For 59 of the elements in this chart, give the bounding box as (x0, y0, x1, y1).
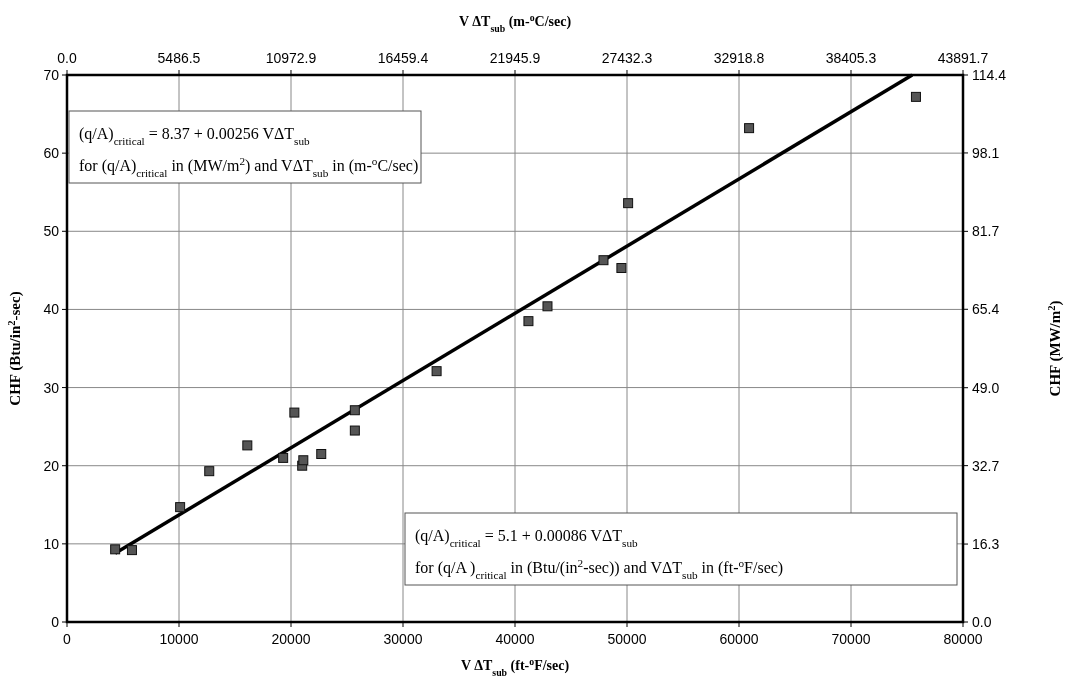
y2-tick-label: 49.0 (972, 379, 1000, 396)
y-tick-label: 70 (43, 67, 60, 83)
point (204, 466, 215, 477)
x2-tick-label: 38405.3 (825, 50, 877, 66)
point (110, 544, 121, 555)
text: for (q/A )$_{critical}$ in (Btu/(in$^{2}$-sec)) and VΔT$_{sub}$ in (ft-$^{o}$F/sec) (415, 557, 784, 581)
point (523, 316, 534, 327)
y2-tick-label: 0.0 (972, 614, 992, 630)
point (431, 366, 442, 377)
point (744, 123, 755, 134)
point (242, 440, 253, 451)
point (598, 255, 609, 266)
x2-tick-label: 27432.3 (601, 50, 653, 66)
point (349, 405, 360, 416)
y2-tick-label: 65.4 (972, 301, 1000, 318)
point (623, 198, 634, 209)
y2-tick-label: 81.7 (972, 223, 1000, 240)
y-tick-label: 20 (43, 457, 60, 474)
x-tick-label: 50000 (607, 631, 647, 647)
x-tick-label: 70000 (831, 631, 871, 647)
x2-axis-title: V ΔT$_{sub}$ (m-$^{o}$C/sec) (458, 11, 572, 34)
x2-tick-label: 5486.5 (157, 50, 201, 66)
x2-tick-label: 0.0 (57, 50, 77, 66)
x-tick-label: 10000 (159, 631, 199, 647)
x2-tick-label: 16459.4 (377, 50, 429, 66)
text: for (q/A)$_{critical}$ in (MW/m$^{2}$) and VΔT$_{sub}$ in (m-$^{o}$C/sec) (79, 155, 419, 179)
y-tick-label: 30 (43, 379, 60, 396)
x-tick-label: 0 (63, 631, 72, 647)
x2-tick-label: 32918.8 (713, 50, 765, 66)
y2-tick-label: 32.7 (972, 457, 1000, 474)
y-tick-label: 60 (43, 145, 60, 162)
point (126, 545, 137, 556)
x-tick-label: 80000 (943, 631, 983, 647)
x-tick-label: 60000 (719, 631, 759, 647)
y-tick-label: 40 (43, 301, 60, 318)
annotation: (q/A)$_{critical}$ = 5.1 + 0.00086 VΔT$_{sub}$ (415, 527, 639, 549)
y-tick-label: 10 (43, 535, 60, 552)
x-tick-label: 40000 (495, 631, 535, 647)
point (316, 448, 327, 459)
point (349, 425, 360, 436)
x2-tick-label: 10972.9 (265, 50, 317, 66)
y2-tick-label: 98.1 (972, 144, 1000, 161)
point (278, 452, 289, 463)
y-tick-label: 50 (43, 223, 60, 240)
y2-tick-label: 114.4 (972, 67, 1007, 83)
y-tick-label: 0 (51, 614, 60, 630)
point (910, 91, 921, 102)
point (542, 301, 553, 312)
x2-tick-label: 21945.9 (489, 50, 541, 66)
point (289, 407, 300, 418)
x-tick-label: 20000 (271, 631, 311, 647)
point (616, 263, 627, 274)
point (175, 502, 186, 513)
x2-tick-label: 43891.7 (937, 50, 989, 66)
x-axis-title: V ΔT$_{sub}$ (ft-$^{o}$F/sec) (460, 655, 570, 678)
annotation: (q/A)$_{critical}$ = 8.37 + 0.00256 VΔT$_{sub}$ (79, 125, 311, 147)
y2-tick-label: 16.3 (972, 536, 1000, 553)
point (298, 455, 309, 466)
x-tick-label: 30000 (383, 631, 423, 647)
